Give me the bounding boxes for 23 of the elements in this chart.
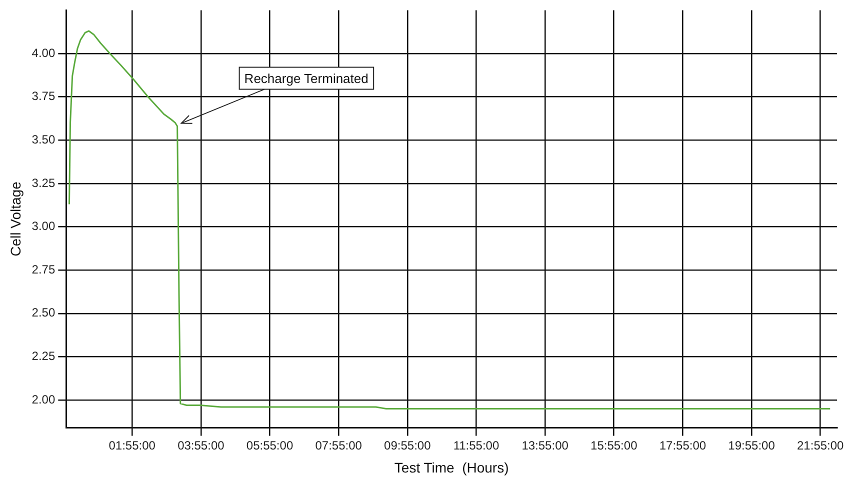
y-tick-label: 2.00 xyxy=(32,392,56,406)
x-tick-label: 05:55:00 xyxy=(246,438,294,452)
x-tick-label: 09:55:00 xyxy=(384,438,432,452)
x-tick-label: 19:55:00 xyxy=(728,438,776,452)
y-tick-label: 2.50 xyxy=(32,306,56,320)
y-tick-label: 2.25 xyxy=(32,349,56,364)
y-tick-label: 3.75 xyxy=(32,89,56,104)
y-tick-label: 3.50 xyxy=(32,132,56,146)
x-tick-label: 01:55:00 xyxy=(108,438,156,452)
x-tick-label: 15:55:00 xyxy=(590,438,638,452)
x-tick-label: 21:55:00 xyxy=(797,438,844,452)
x-tick-label: 07:55:00 xyxy=(315,438,362,452)
annotation: Recharge Terminated xyxy=(244,70,368,86)
x-axis-title: Test Time (Hours) xyxy=(394,459,509,476)
y-tick-label: 3.25 xyxy=(32,176,56,190)
x-tick-label: 03:55:00 xyxy=(178,438,225,452)
x-tick-label: 13:55:00 xyxy=(522,438,569,452)
y-axis-title: Cell Voltage xyxy=(7,181,24,256)
y-tick-label: 4.00 xyxy=(32,46,56,60)
x-tick-label: 11:55:00 xyxy=(453,438,500,452)
x-tick-label: 17:55:00 xyxy=(659,438,706,452)
y-tick-label: 2.75 xyxy=(32,262,56,276)
y-tick-label: 3.00 xyxy=(32,219,56,234)
